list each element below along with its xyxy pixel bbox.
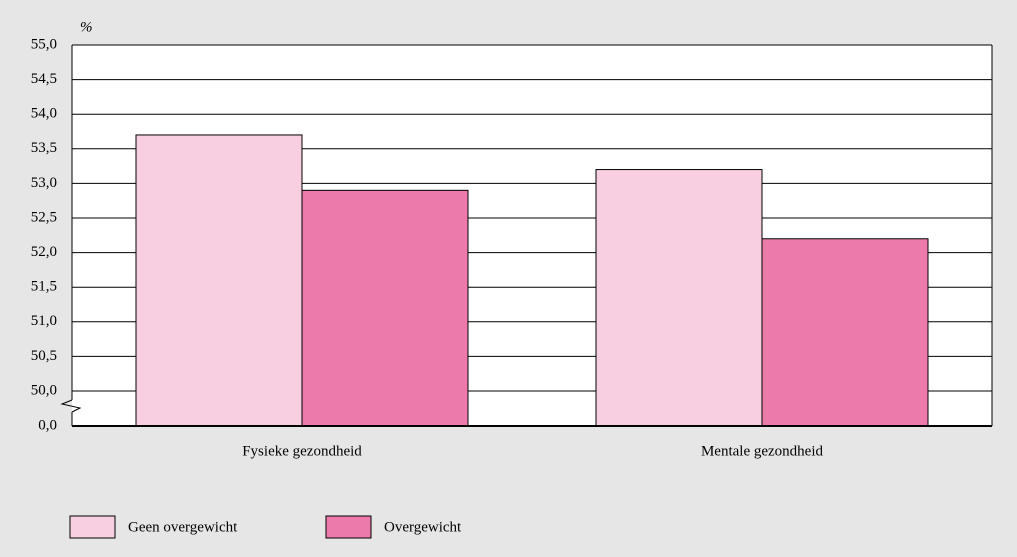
bar [761, 238, 929, 427]
x-tick-label: Fysieke gezondheid [242, 443, 362, 459]
legend-swatch [325, 515, 372, 539]
y-tick-label: 50,5 [31, 348, 57, 364]
y-tick-label: 54,0 [31, 106, 57, 122]
legend-label: Geen overgewicht [128, 519, 238, 535]
bar [135, 134, 303, 427]
y-tick-label: 51,5 [31, 279, 57, 295]
y-unit-label: % [80, 19, 93, 35]
y-tick-label: 53,5 [31, 140, 57, 156]
y-tick-label: 51,0 [31, 313, 57, 329]
y-tick-label: 54,5 [31, 71, 57, 87]
bar [595, 169, 763, 427]
x-tick-label: Mentale gezondheid [701, 443, 824, 459]
y-tick-label: 52,5 [31, 209, 57, 225]
y-tick-label: 52,0 [31, 244, 57, 260]
y-tick-label: 53,0 [31, 175, 57, 191]
y-tick-label: 50,0 [31, 382, 57, 398]
legend-label: Overgewicht [384, 519, 462, 535]
legend-swatch [69, 515, 116, 539]
y-tick-label: 55,0 [31, 36, 57, 52]
y-tick-label: 0,0 [38, 417, 57, 433]
bar [301, 189, 469, 427]
axis-break [60, 399, 82, 413]
